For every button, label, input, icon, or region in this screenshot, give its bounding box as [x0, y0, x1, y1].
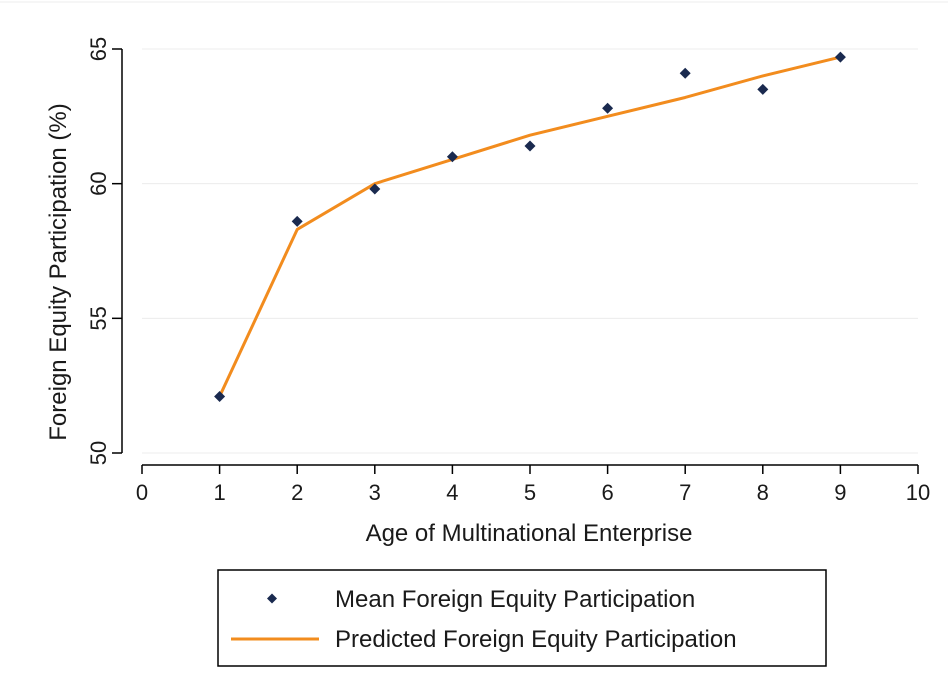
legend-label-mean: Mean Foreign Equity Participation — [335, 586, 695, 613]
y-tick-label-60: 60 — [86, 171, 111, 195]
mean-point-2 — [291, 215, 303, 227]
mean-point-4 — [446, 151, 458, 163]
series-layer — [214, 51, 846, 402]
x-tick-label-6: 6 — [601, 480, 613, 505]
y-tick-label-50: 50 — [86, 441, 111, 465]
x-tick-label-9: 9 — [834, 480, 846, 505]
mean-point-1 — [214, 390, 226, 402]
mean-point-8 — [757, 83, 769, 95]
predicted-line — [218, 55, 841, 398]
y-tick-label-55: 55 — [86, 306, 111, 330]
x-tick-label-10: 10 — [906, 480, 930, 505]
grid-layer — [142, 48, 918, 454]
x-tick-label-0: 0 — [136, 480, 148, 505]
legend-label-predicted: Predicted Foreign Equity Participation — [335, 626, 737, 653]
y-axis-label: Foreign Equity Participation (%) — [45, 103, 72, 440]
mean-point-5 — [524, 140, 536, 152]
mean-point-9 — [834, 51, 846, 63]
x-tick-label-2: 2 — [291, 480, 303, 505]
x-tick-label-7: 7 — [679, 480, 691, 505]
x-tick-label-4: 4 — [446, 480, 458, 505]
axes-layer: 50 55 60 65 0 1 2 3 4 5 6 7 8 9 10 — [86, 37, 930, 505]
mean-point-3 — [369, 183, 381, 195]
legend-marker-mean — [267, 593, 277, 604]
x-axis-label: Age of Multinational Enterprise — [366, 520, 693, 547]
legend: Mean Foreign Equity Participation Predic… — [217, 569, 827, 667]
x-tick-label-3: 3 — [369, 480, 381, 505]
x-tick-label-5: 5 — [524, 480, 536, 505]
mean-point-7 — [679, 67, 691, 79]
x-tick-label-1: 1 — [213, 480, 225, 505]
mean-point-6 — [602, 102, 614, 114]
x-tick-label-8: 8 — [757, 480, 769, 505]
legend-box — [217, 569, 827, 667]
y-tick-label-65: 65 — [86, 37, 111, 61]
